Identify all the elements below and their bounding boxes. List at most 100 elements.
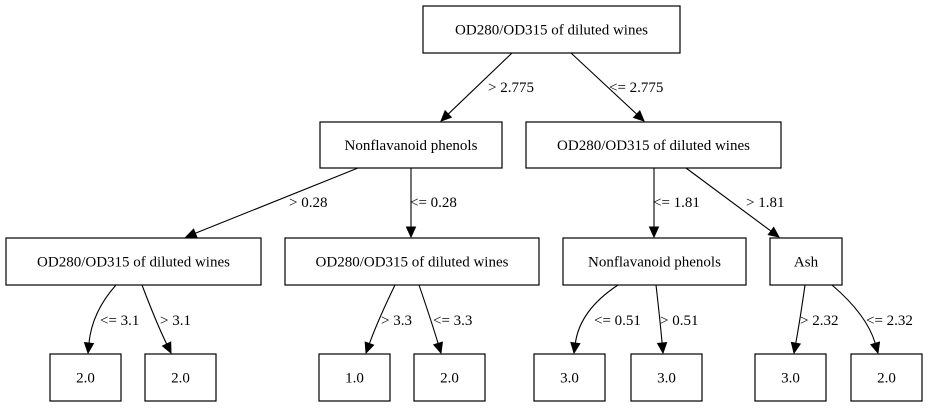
node-box	[533, 353, 606, 402]
node-box	[319, 121, 503, 169]
leaf-node-leaf8: 2.0	[850, 353, 923, 402]
edge-line	[418, 284, 439, 344]
edge-line	[655, 284, 663, 344]
edge-line	[795, 284, 806, 344]
split-node-n_rr: Ash	[769, 237, 843, 286]
leaf-node-leaf2: 2.0	[144, 353, 217, 402]
edge-label: > 0.51	[660, 313, 698, 329]
edge-label: > 0.28	[289, 195, 327, 211]
node-box	[144, 353, 217, 402]
edge-line	[831, 284, 876, 344]
edge-n_r-n_rr: > 1.81	[685, 167, 784, 238]
split-node-n_lr: OD280/OD315 of diluted wines	[284, 237, 540, 286]
edge-label: > 2.32	[800, 313, 838, 329]
nodes-layer: OD280/OD315 of diluted wines Nonflavanoid…	[5, 5, 923, 402]
edge-label: > 2.775	[488, 80, 534, 96]
node-box	[769, 237, 843, 286]
arrow-head-icon	[440, 109, 453, 122]
leaf-node-leaf7: 3.0	[754, 353, 827, 402]
edge-label: > 3.1	[160, 313, 191, 329]
node-box	[525, 121, 782, 169]
edge-n_ll-leaf2: > 3.1	[141, 284, 191, 355]
edge-label: > 3.3	[381, 313, 412, 329]
edge-label: <= 2.32	[866, 313, 913, 329]
arrow-head-icon	[767, 226, 780, 238]
leaf-node-leaf5: 3.0	[533, 353, 606, 402]
edge-n_r-n_rl: <= 1.81	[648, 168, 700, 239]
edge-line	[195, 167, 359, 234]
leaf-value-label: 2.0	[171, 371, 190, 387]
edge-label: <= 0.28	[410, 195, 457, 211]
leaf-node-leaf3: 1.0	[318, 353, 391, 402]
leaf-node-leaf1: 2.0	[49, 353, 122, 402]
edge-label: <= 1.81	[653, 195, 700, 211]
split-node-n_rl: Nonflavanoid phenols	[562, 237, 747, 286]
edge-n_lr-leaf4: <= 3.3	[418, 284, 472, 355]
split-feature-label: OD280/OD315 of diluted wines	[37, 255, 230, 271]
node-box	[5, 237, 262, 286]
arrow-head-icon	[83, 342, 95, 355]
edge-root-n_r: <= 2.775	[570, 52, 663, 122]
arrow-head-icon	[161, 341, 172, 355]
node-box	[422, 5, 681, 54]
leaf-value-label: 3.0	[781, 371, 800, 387]
edge-n_rr-leaf8: <= 2.32	[831, 284, 913, 355]
node-box	[850, 353, 923, 402]
split-feature-label: OD280/OD315 of diluted wines	[455, 23, 648, 39]
edge-line	[574, 284, 619, 344]
split-feature-label: OD280/OD315 of diluted wines	[557, 138, 750, 154]
edge-label: > 1.81	[746, 195, 784, 211]
edge-line	[570, 52, 638, 115]
split-feature-label: OD280/OD315 of diluted wines	[316, 255, 509, 271]
edges-layer: > 2.775 <= 2.775 > 0.28 <= 0.28 <= 1.81 > 1.8…	[83, 52, 913, 355]
split-feature-label: Nonflavanoid phenols	[588, 255, 721, 271]
split-node-n_r: OD280/OD315 of diluted wines	[525, 121, 782, 169]
leaf-value-label: 2.0	[76, 371, 95, 387]
edge-line	[447, 52, 513, 115]
edge-n_lr-leaf3: > 3.3	[364, 284, 412, 355]
arrow-head-icon	[632, 109, 645, 122]
edge-label: <= 3.3	[433, 313, 472, 329]
edge-label: <= 3.1	[100, 313, 139, 329]
node-box	[562, 237, 747, 286]
arrow-head-icon	[432, 341, 443, 355]
arrow-head-icon	[656, 342, 668, 355]
edge-line	[368, 284, 396, 344]
arrow-head-icon	[364, 341, 375, 355]
leaf-value-label: 2.0	[877, 371, 896, 387]
leaf-node-leaf6: 3.0	[630, 353, 703, 402]
split-feature-label: Nonflavanoid phenols	[345, 138, 478, 154]
arrow-head-icon	[570, 341, 581, 355]
edge-n_rl-leaf6: > 0.51	[655, 284, 698, 355]
arrow-head-icon	[648, 226, 660, 239]
edge-line	[141, 284, 168, 345]
node-box	[754, 353, 827, 402]
edge-line	[685, 167, 772, 232]
node-box	[284, 237, 540, 286]
node-box	[49, 353, 122, 402]
edge-n_rr-leaf7: > 2.32	[790, 284, 838, 355]
node-box	[318, 353, 391, 402]
arrow-head-icon	[405, 226, 417, 239]
leaf-value-label: 1.0	[345, 371, 364, 387]
leaf-node-leaf4: 2.0	[413, 353, 486, 402]
edge-n_rl-leaf5: <= 0.51	[570, 284, 641, 355]
split-node-n_l: Nonflavanoid phenols	[319, 121, 503, 169]
edge-n_l-n_lr: <= 0.28	[405, 168, 457, 239]
arrow-head-icon	[184, 228, 198, 239]
split-feature-label: Ash	[794, 255, 819, 271]
split-node-n_ll: OD280/OD315 of diluted wines	[5, 237, 262, 286]
node-box	[413, 353, 486, 402]
leaf-value-label: 3.0	[560, 371, 579, 387]
arrow-head-icon	[870, 341, 881, 355]
edge-root-n_l: > 2.775	[440, 52, 534, 122]
node-box	[630, 353, 703, 402]
arrow-head-icon	[790, 341, 802, 355]
edge-label: <= 2.775	[609, 80, 663, 96]
edge-n_l-n_ll: > 0.28	[184, 167, 359, 239]
edge-n_ll-leaf1: <= 3.1	[83, 284, 139, 355]
edge-line	[88, 284, 117, 344]
edge-label: <= 0.51	[594, 313, 641, 329]
